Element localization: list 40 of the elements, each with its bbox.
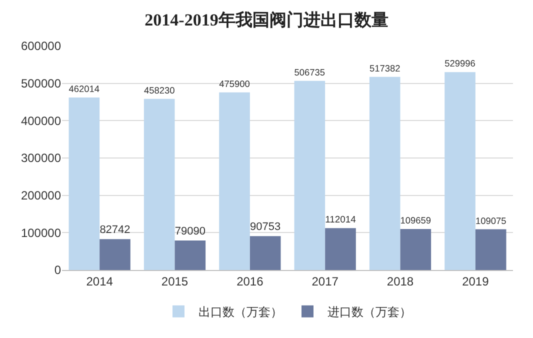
x-tick-label: 2016	[236, 274, 264, 288]
y-tick-label: 500000	[20, 76, 62, 91]
data-label: 109075	[475, 216, 506, 226]
x-tick-label: 2018	[386, 274, 414, 288]
bar	[250, 236, 281, 270]
x-tick-label: 2019	[462, 274, 490, 288]
legend-label: 进口数（万套）	[328, 305, 412, 320]
data-label: 462014	[68, 84, 100, 94]
x-tick-label: 2017	[312, 274, 339, 288]
data-label: 112014	[325, 214, 356, 226]
bar	[444, 72, 476, 270]
y-tick-label: 0	[54, 263, 62, 278]
y-tick-label: 300000	[20, 151, 62, 166]
chart-title: 2014-2019年我国阀门进出口数量	[144, 10, 388, 30]
data-label: 475900	[219, 78, 250, 89]
bar	[219, 92, 250, 270]
bar	[475, 229, 506, 270]
x-tick-label: 2015	[161, 274, 188, 288]
bar	[68, 98, 100, 270]
data-label: 82742	[100, 224, 130, 236]
bar	[400, 229, 432, 270]
bar	[325, 228, 356, 270]
y-tick-label: 100000	[20, 226, 62, 240]
data-label: 529996	[444, 58, 476, 69]
data-label: 109659	[400, 216, 432, 226]
data-label: 506735	[294, 67, 326, 78]
data-label: 79090	[174, 225, 206, 238]
bar	[100, 239, 130, 270]
data-label: 458230	[144, 85, 175, 96]
bar	[294, 80, 326, 270]
y-tick-label: 400000	[20, 114, 62, 128]
y-tick-label: 600000	[20, 39, 62, 54]
legend-label: 出口数（万套）	[198, 305, 282, 320]
data-label: 517382	[369, 63, 400, 74]
bar	[144, 98, 175, 270]
data-label: 90753	[250, 221, 281, 234]
bar	[174, 240, 206, 270]
y-tick-label: 200000	[20, 188, 62, 203]
x-tick-label: 2014	[86, 274, 114, 288]
bar	[369, 76, 400, 270]
